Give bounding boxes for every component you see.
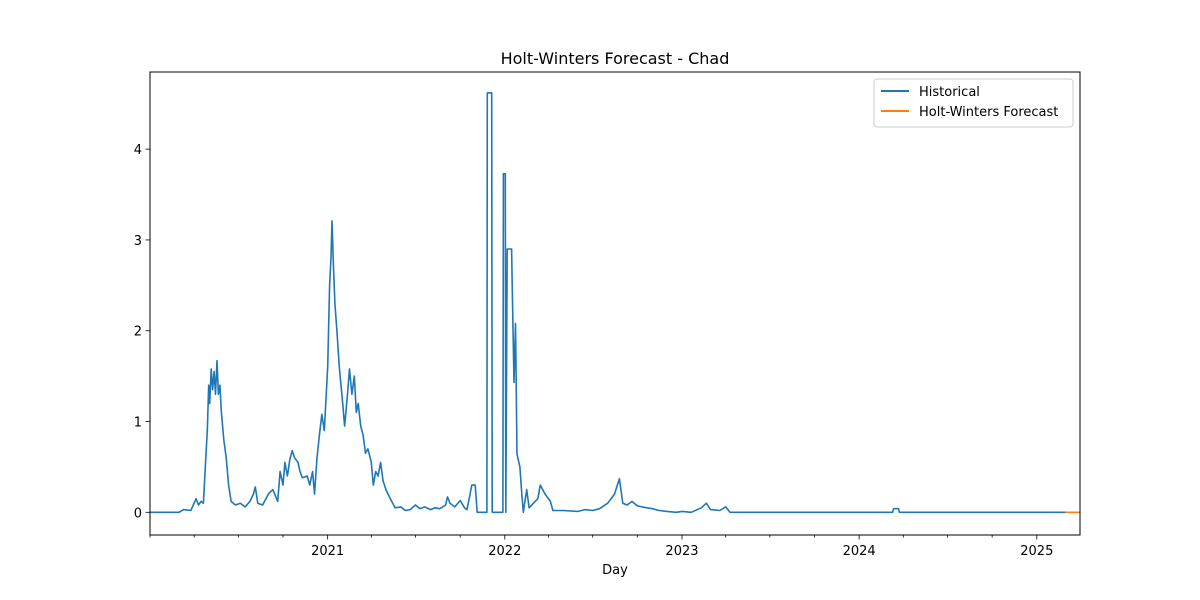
y-tick-label: 2 <box>134 325 142 340</box>
x-tick-label: 2025 <box>1020 544 1053 559</box>
plot-frame <box>149 71 1081 536</box>
chart-title: Holt-Winters Forecast - Chad <box>501 49 730 68</box>
y-tick-label: 0 <box>134 506 142 521</box>
x-tick-label: 2021 <box>311 544 344 559</box>
legend-box <box>873 78 1074 128</box>
y-axis: 0 1 2 3 4 <box>134 143 150 521</box>
legend: Historical Holt-Winters Forecast <box>873 78 1074 128</box>
y-tick-label: 1 <box>134 416 142 431</box>
x-tick-label: 2024 <box>843 544 876 559</box>
x-axis-label: Day <box>602 563 628 578</box>
y-tick-label: 3 <box>134 234 142 249</box>
legend-label-historical: Historical <box>919 85 980 100</box>
series-line-historical <box>150 92 1066 514</box>
series-layer <box>150 92 1080 514</box>
x-tick-label: 2023 <box>665 544 698 559</box>
x-axis: 2021 2022 2023 2024 2025 <box>149 535 1053 559</box>
y-tick-label: 4 <box>134 143 142 158</box>
x-tick-label: 2022 <box>488 544 521 559</box>
legend-label-forecast: Holt-Winters Forecast <box>919 105 1058 120</box>
